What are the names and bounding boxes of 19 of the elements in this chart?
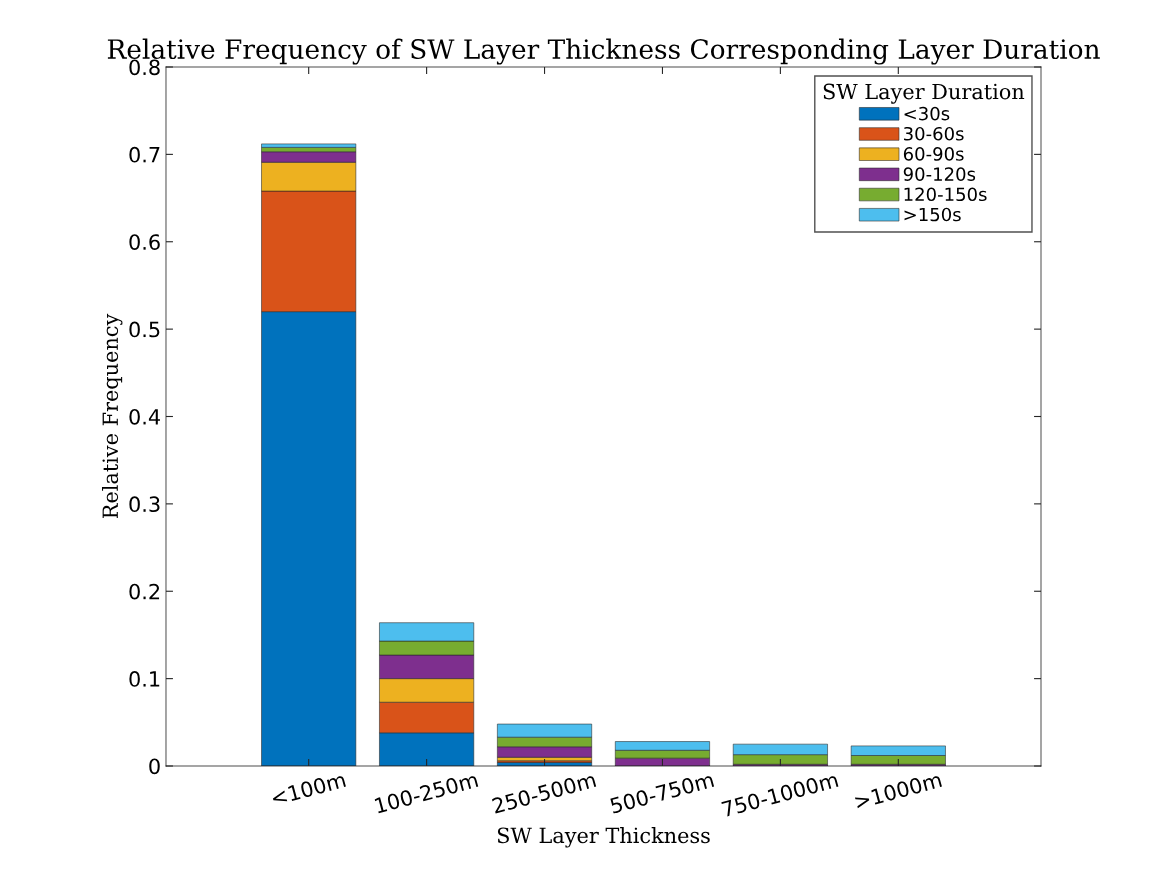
x-axis-title: SW Layer Thickness bbox=[497, 827, 710, 848]
y-tick-label: 0.3 bbox=[129, 496, 160, 513]
y-tick-label: 0.4 bbox=[129, 408, 160, 425]
y-tick-label: 0.6 bbox=[129, 234, 160, 250]
x-tick-label: <100m bbox=[270, 771, 346, 806]
legend-label: <30s bbox=[904, 106, 950, 121]
y-axis-title: Relative Frequency bbox=[101, 313, 123, 519]
y-tick-label: 0.5 bbox=[129, 321, 160, 338]
y-tick-label: 0.2 bbox=[129, 583, 160, 600]
y-tick-label: 0 bbox=[149, 758, 160, 775]
legend-title: SW Layer Duration bbox=[823, 83, 1025, 104]
y-tick-label: 0.7 bbox=[129, 146, 160, 163]
x-tick-label: >1000m bbox=[854, 771, 942, 810]
legend-label: 90-120s bbox=[903, 167, 976, 181]
legend-label: 30-60s bbox=[904, 126, 964, 141]
legend-label: >150s bbox=[904, 207, 961, 222]
legend-label: 120-150s bbox=[904, 187, 987, 202]
legend-label: 60-90s bbox=[903, 147, 964, 161]
y-tick-label: 0.1 bbox=[129, 671, 160, 687]
